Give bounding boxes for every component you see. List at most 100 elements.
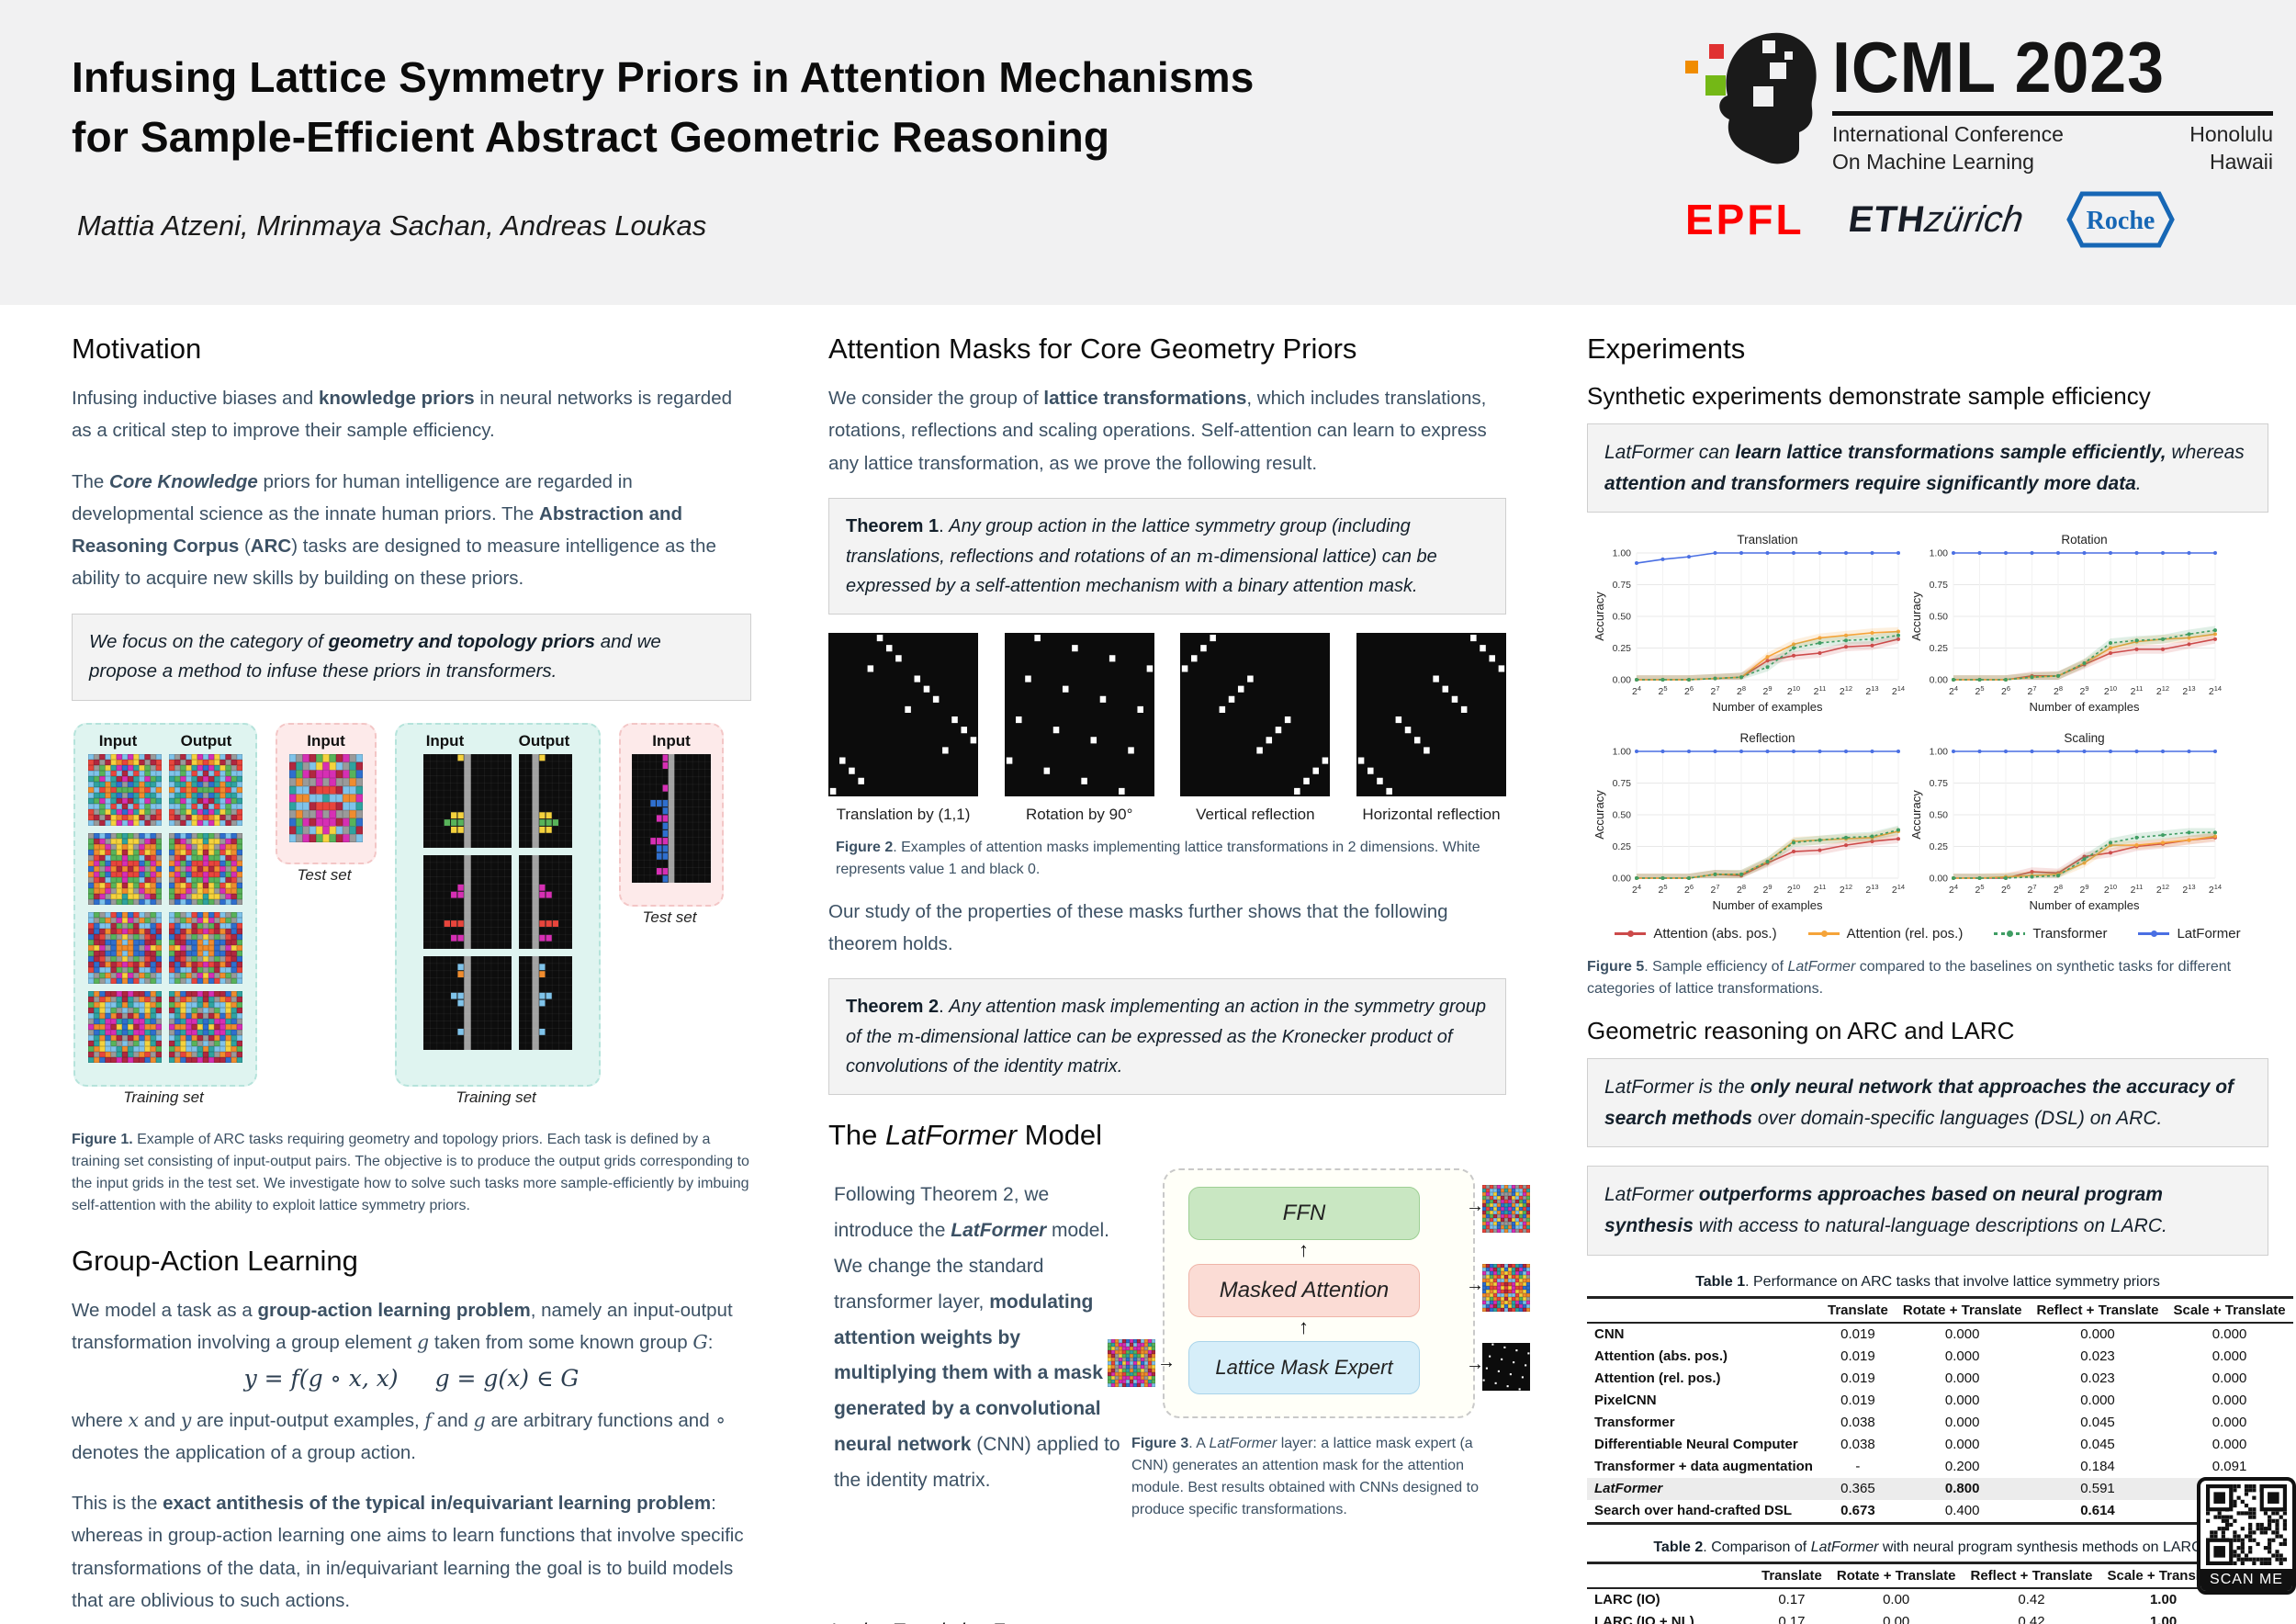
figure5-caption: Figure 5. Sample efficiency of LatFormer… xyxy=(1587,959,2232,998)
table-row: Transformer 0.038 0.000 0.045 0.000 xyxy=(1594,1415,2247,1431)
svg-text:0.50: 0.50 xyxy=(1930,612,1949,623)
theorem2-box: Theorem 2. Any attention mask implementi… xyxy=(828,978,1506,1096)
section-heading-experiments: Experiments xyxy=(1587,333,1746,365)
attention-masks-paragraph-1: We consider the group of lattice transfo… xyxy=(828,388,1487,474)
svg-text:0.25: 0.25 xyxy=(1613,841,1632,852)
svg-text:0.25: 0.25 xyxy=(1930,841,1949,852)
subheading-synthetic: Synthetic experiments demonstrate sample… xyxy=(1587,382,2151,410)
chart-translation: 0.00 0.25 0.50 0.75 1.00 24 25 26 27 28 29 210 211 21… xyxy=(1593,533,1905,714)
svg-text:213: 213 xyxy=(2182,883,2195,896)
svg-text:0.50: 0.50 xyxy=(1613,612,1632,623)
svg-text:26: 26 xyxy=(1684,883,1694,896)
mask-image-translation xyxy=(828,632,978,796)
svg-text:0.00: 0.00 xyxy=(1930,675,1949,686)
arc-training-mosaic xyxy=(169,991,242,1064)
attention-mask-rotation: Rotation by 90° xyxy=(1004,632,1154,824)
table-header xyxy=(1587,1297,1820,1323)
icml-logo: ICML 2023 International Conference On Ma… xyxy=(1685,26,2273,174)
arrow-right-icon: → xyxy=(1466,1275,1484,1296)
output-label: Output xyxy=(180,732,232,750)
svg-text:211: 211 xyxy=(1814,883,1827,896)
mask-label: Vertical reflection xyxy=(1196,805,1315,823)
svg-text:213: 213 xyxy=(1865,684,1878,697)
roche-text: Roche xyxy=(2087,207,2155,235)
section-heading-attention-masks: Attention Masks for Core Geometry Priors xyxy=(828,333,1357,365)
svg-text:0.00: 0.00 xyxy=(1613,874,1632,885)
svg-text:211: 211 xyxy=(2131,883,2144,896)
svg-text:0.25: 0.25 xyxy=(1613,643,1632,654)
arc-training-grid-input xyxy=(423,855,512,950)
svg-text:29: 29 xyxy=(2079,883,2088,896)
table-row: LARC (IO + NL) 0.17 0.00 0.42 1.00 xyxy=(1594,1614,2178,1624)
table-row: Attention (rel. pos.) 0.019 0.000 0.023 0.00… xyxy=(1594,1370,2247,1387)
roche-logo: Roche xyxy=(2066,191,2176,248)
table1: Translate Rotate + Translate Reflect + Tra… xyxy=(1587,1296,2293,1525)
svg-text:29: 29 xyxy=(2079,684,2088,697)
experiments-highlight-2: LatFormer is the only neural network tha… xyxy=(1587,1058,2268,1148)
table-header: Reflect + Translate xyxy=(2036,1302,2159,1318)
group-action-paragraph-2: where x and y are input-output examples,… xyxy=(72,1408,727,1463)
table-row: PixelCNN 0.019 0.000 0.000 0.000 xyxy=(1594,1393,2247,1409)
group-action-equation: y = f(g ∘ x, x) g = g(x) ∈ G xyxy=(243,1364,580,1392)
svg-text:24: 24 xyxy=(1949,684,1958,697)
title-line-1: Infusing Lattice Symmetry Priors in Atte… xyxy=(72,53,1255,101)
table-row: Search over hand-crafted DSL 0.673 0.400 0.… xyxy=(1587,1500,2293,1524)
figure1-test-panel-right: Input xyxy=(619,723,724,908)
svg-text:210: 210 xyxy=(1787,684,1800,697)
svg-text:1.00: 1.00 xyxy=(1930,747,1949,758)
svg-text:Accuracy: Accuracy xyxy=(1909,790,1923,840)
latformer-paragraph: Following Theorem 2, we introduce the La… xyxy=(834,1184,1120,1491)
svg-text:Accuracy: Accuracy xyxy=(1909,592,1923,641)
svg-text:210: 210 xyxy=(2104,883,2117,896)
arc-training-mosaic xyxy=(169,754,242,827)
chart-rotation: 0.00 0.25 0.50 0.75 1.00 24 25 26 27 28 29 210 211 21… xyxy=(1909,533,2222,714)
arc-training-mosaic xyxy=(88,833,162,906)
figure5-charts: 0.00 0.25 0.50 0.75 1.00 24 25 26 27 28 29 210 211 21… xyxy=(1593,531,2268,920)
column-experiments: Experiments Synthetic experiments demons… xyxy=(1587,333,2293,1624)
qr-code-image xyxy=(2206,1484,2287,1565)
arrow-up-icon: ↑ xyxy=(1299,1238,1309,1262)
section-heading-group-action: Group-Action Learning xyxy=(72,1245,358,1278)
arc-training-grid-output xyxy=(519,754,572,849)
svg-text:212: 212 xyxy=(1840,883,1852,896)
svg-text:26: 26 xyxy=(2001,883,2010,896)
svg-text:25: 25 xyxy=(1975,684,1984,697)
epfl-logo: EPFL xyxy=(1685,196,1805,243)
svg-text:0.75: 0.75 xyxy=(1930,778,1949,789)
figure5-legend: Attention (abs. pos.) Attention (rel. pos… xyxy=(1587,926,2268,942)
svg-text:Number of examples: Number of examples xyxy=(1713,898,1823,912)
mask-image-hreflect xyxy=(1356,632,1506,796)
svg-text:25: 25 xyxy=(1975,883,1984,896)
table-header: Scale + Translate xyxy=(2107,1567,2220,1584)
figure2-caption: Figure 2. Examples of attention masks im… xyxy=(836,839,1480,877)
table-header: Translate xyxy=(1827,1302,1888,1318)
chart-scaling: 0.00 0.25 0.50 0.75 1.00 24 25 26 27 28 29 210 211 21… xyxy=(1909,731,2222,912)
svg-text:214: 214 xyxy=(2209,684,2222,697)
svg-text:212: 212 xyxy=(2156,684,2169,697)
poster-title: Infusing Lattice Symmetry Priors in Atte… xyxy=(72,48,1255,168)
test-set-label: Test set xyxy=(297,866,352,885)
attention-mask-translation: Translation by (1,1) xyxy=(828,632,978,824)
training-set-label: Training set xyxy=(456,1088,536,1107)
attention-masks-paragraph-2: Our study of the properties of these mas… xyxy=(828,900,1448,954)
training-set-label: Training set xyxy=(123,1088,204,1107)
attention-mask-vreflect: Vertical reflection xyxy=(1180,632,1331,824)
svg-text:Number of examples: Number of examples xyxy=(2030,700,2140,714)
svg-text:Translation: Translation xyxy=(1737,533,1797,547)
table-row: Differentiable Neural Computer 0.038 0.000… xyxy=(1594,1437,2247,1453)
arc-test-grid xyxy=(632,754,711,884)
qr-label: SCAN ME xyxy=(2200,1569,2292,1591)
svg-text:1.00: 1.00 xyxy=(1613,548,1632,559)
table-header: Scale + Translate xyxy=(2173,1302,2286,1318)
svg-text:0.75: 0.75 xyxy=(1930,580,1949,591)
latformer-two-col: Following Theorem 2, we introduce the La… xyxy=(828,1168,1530,1618)
svg-text:24: 24 xyxy=(1632,684,1641,697)
motivation-highlight-box: We focus on the category of geometry and… xyxy=(72,613,751,702)
eth-zurich-logo: ETHzürich xyxy=(1845,198,2026,240)
mask-label: Horizontal reflection xyxy=(1362,805,1501,823)
fig3-output-mask xyxy=(1482,1343,1530,1392)
svg-text:28: 28 xyxy=(2054,684,2063,697)
table-row: LARC (IO) 0.17 0.00 0.42 1.00 xyxy=(1594,1592,2178,1608)
qr-code: SCAN ME xyxy=(2197,1477,2296,1595)
